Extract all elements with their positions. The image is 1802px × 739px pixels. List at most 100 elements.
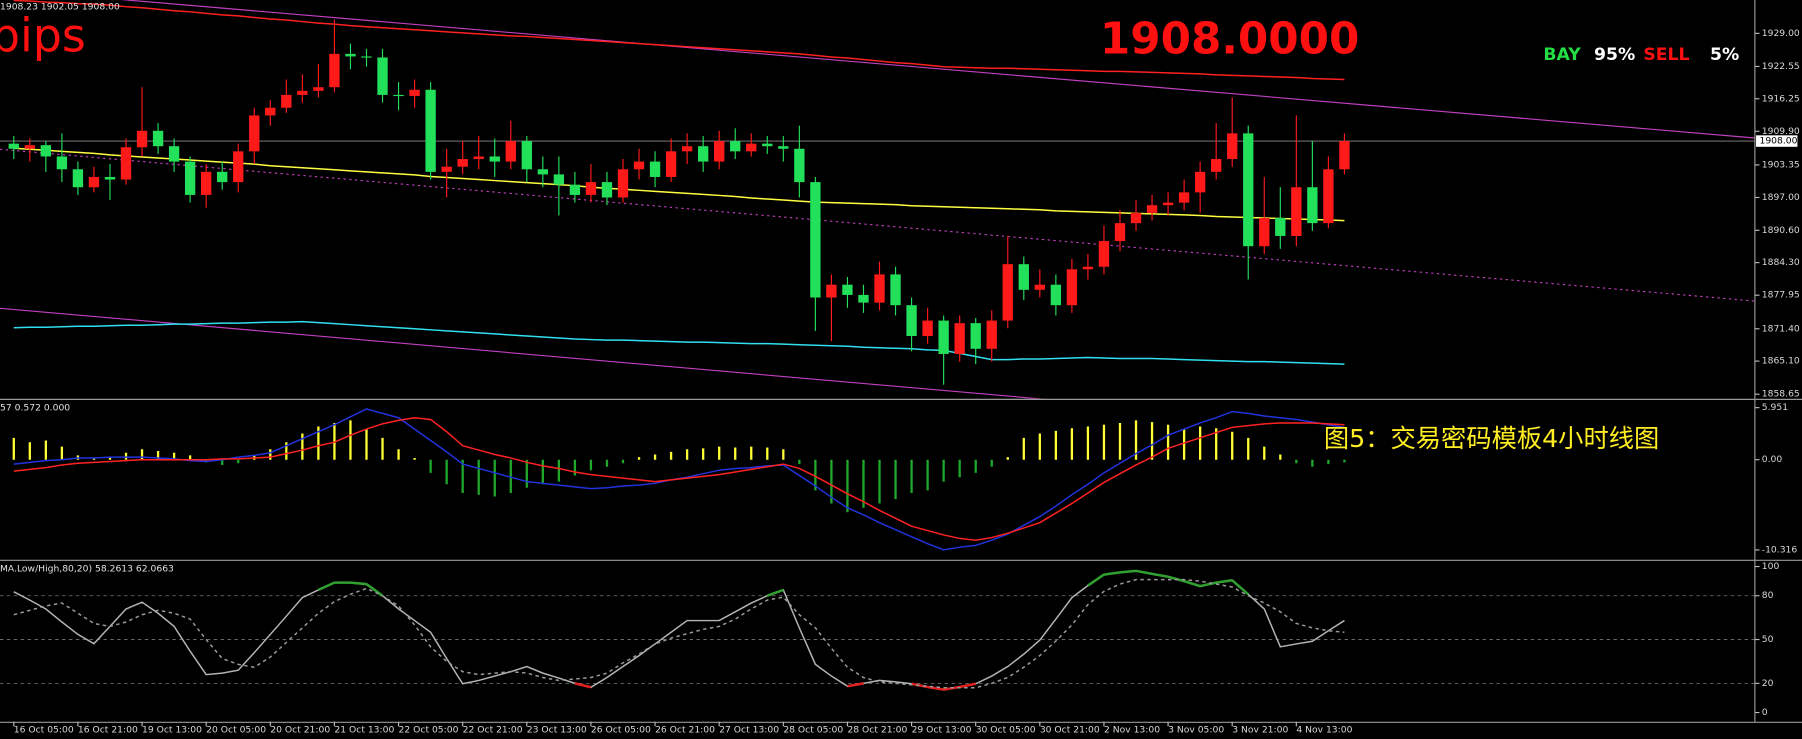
x-tick-label: 19 Oct 13:00	[142, 724, 202, 735]
candle-body	[24, 145, 35, 149]
candle-body	[697, 146, 709, 162]
candle-body	[1050, 284, 1062, 306]
stochastic-highlight	[1087, 573, 1105, 587]
x-tick-label: 22 Oct 05:00	[399, 724, 459, 735]
pips-text: pips	[0, 9, 86, 63]
candle-body	[874, 274, 885, 303]
candle-body	[88, 176, 100, 188]
candle-body	[1146, 205, 1158, 213]
candle-body	[40, 145, 52, 157]
x-tick-label: 21 Oct 13:00	[334, 724, 394, 735]
y-tick-label: 1877.95	[1762, 290, 1800, 301]
candle-body	[601, 182, 613, 198]
candle-body	[890, 274, 901, 306]
y-tick-label: 5.951	[1762, 402, 1788, 413]
candle-body	[649, 161, 661, 177]
candle-body	[1082, 266, 1094, 270]
candle-body	[281, 94, 292, 108]
candle-body	[585, 182, 597, 195]
candle-body	[473, 156, 484, 160]
y-tick-label: 0	[1762, 707, 1768, 718]
y-tick-label: -10.316	[1762, 544, 1798, 555]
x-tick-label: 30 Oct 05:00	[976, 724, 1036, 735]
trend-line	[0, 148, 1755, 302]
stochastic-line	[13, 578, 1345, 689]
candle-body	[120, 147, 132, 180]
candle-body	[1002, 264, 1013, 321]
candle-body	[1162, 202, 1174, 206]
candle-body	[265, 107, 276, 116]
candle-body	[136, 130, 148, 148]
stochastic-highlight	[1183, 579, 1201, 588]
candle-body	[297, 90, 308, 95]
y-tick-label: 1909.90	[1762, 126, 1800, 137]
candle-body	[1194, 171, 1206, 193]
stochastic-highlight	[1103, 571, 1121, 576]
indicator-line	[13, 320, 1345, 365]
candle-body	[1034, 284, 1045, 290]
candle-body	[377, 57, 388, 95]
candle-body	[1178, 192, 1190, 203]
y-tick-label: 0.00	[1762, 454, 1783, 465]
candle-body	[1339, 141, 1350, 170]
x-tick-label: 28 Oct 21:00	[847, 724, 907, 735]
price-panel	[0, 0, 1755, 399]
y-tick-label: 20	[1762, 678, 1774, 689]
buy-value: 95%	[1594, 45, 1635, 65]
stochastic-highlight	[1215, 579, 1233, 584]
trend-line	[0, 307, 1047, 399]
candle-body	[345, 53, 356, 57]
candle-body	[1018, 264, 1029, 290]
candle-body	[922, 320, 933, 336]
candle-body	[441, 166, 452, 172]
candle-body	[1114, 223, 1126, 242]
y-tick-label: 1884.30	[1762, 257, 1800, 268]
y-tick-label: 1903.35	[1762, 159, 1800, 170]
candle-body	[1098, 241, 1110, 267]
candle-body	[56, 156, 68, 170]
x-tick-label: 4 Nov 13:00	[1296, 724, 1352, 735]
candle-body	[457, 159, 468, 167]
sell-label: SELL	[1643, 45, 1689, 65]
stochastic-highlight	[766, 588, 784, 597]
stochastic-highlight	[1119, 569, 1137, 574]
y-tick-label: 80	[1762, 590, 1774, 601]
current-price-box	[1756, 135, 1798, 147]
stochastic-highlight	[847, 682, 864, 688]
candle-body	[794, 148, 805, 183]
candle-body	[1227, 133, 1238, 160]
stochastic-highlight	[1231, 579, 1250, 596]
candle-body	[954, 323, 965, 354]
candle-body	[778, 146, 789, 149]
candle-body	[681, 146, 693, 152]
stochastic-highlight	[350, 581, 367, 586]
candle-body	[906, 305, 917, 336]
candle-body	[938, 320, 949, 354]
candle-body	[393, 94, 404, 97]
y-tick-label: 1865.10	[1762, 356, 1800, 367]
stochastic-highlight	[1199, 581, 1217, 588]
candle-body	[505, 141, 516, 162]
candle-body	[168, 146, 180, 162]
stochastic-highlight	[317, 581, 335, 592]
candle-body	[489, 156, 500, 162]
stochastic-highlight	[1151, 572, 1169, 579]
stochastic-highlight	[1135, 569, 1153, 576]
macd-header: 57 0.572 0.000	[0, 402, 70, 413]
candle-body	[201, 171, 212, 195]
y-tick-label: 50	[1762, 634, 1774, 645]
candle-body	[842, 284, 853, 295]
current-price-label: 1908.00	[1759, 136, 1797, 147]
price-text: 1908.0000	[1100, 13, 1360, 64]
stochastic-highlight	[574, 682, 592, 689]
x-tick-label: 20 Oct 05:00	[206, 724, 266, 735]
stochastic-header: MA.Low/High,80,20) 58.2613 62.0663	[0, 563, 174, 574]
candle-body	[746, 143, 757, 152]
candle-body	[986, 320, 997, 349]
candle-body	[1307, 187, 1318, 224]
candle-body	[72, 169, 84, 188]
y-tick-label: 100	[1762, 561, 1780, 572]
candle-body	[810, 182, 821, 298]
candle-body	[553, 174, 565, 185]
y-tick-label: 1871.40	[1762, 323, 1800, 334]
